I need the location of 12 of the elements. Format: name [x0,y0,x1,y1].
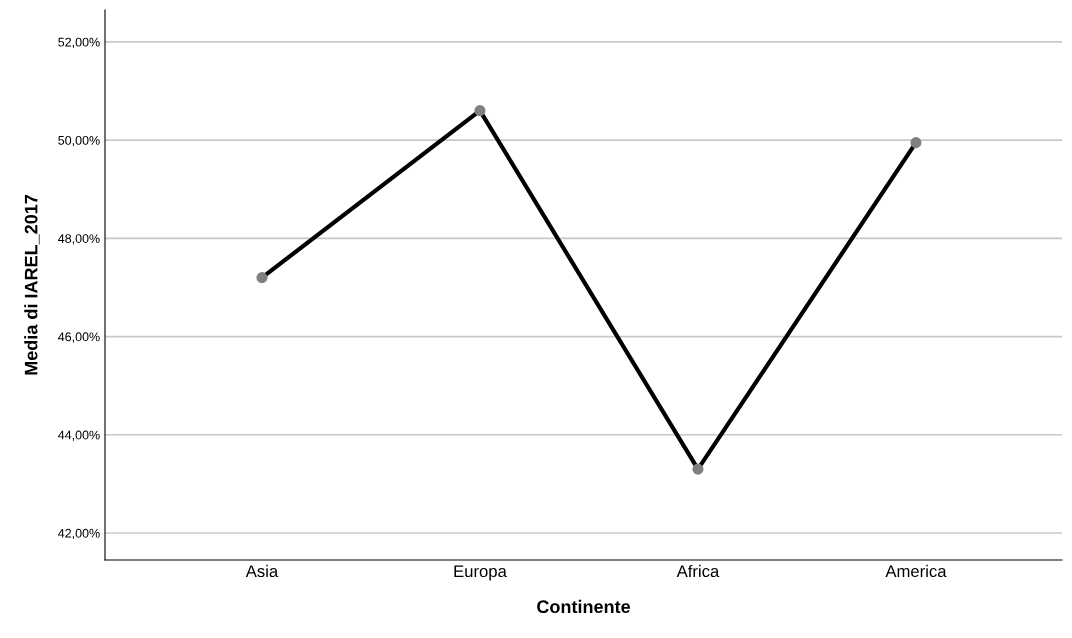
x-tick-label: Europa [454,565,507,581]
x-tick-label: Africa [676,564,720,578]
y-tick-label: 50,00% [58,135,100,147]
x-tick-label: Asia [245,564,279,578]
y-tick-label: 48,00% [58,234,100,245]
y-tick-label: 52,00% [58,37,100,49]
y-tick-label: 46,00% [58,332,100,343]
y-tick-label: 44,00% [58,430,100,441]
x-axis-title: Continente [537,599,631,614]
y-axis-title: Media di IAREL_2017 [24,194,40,375]
y-tick-label: 42,00% [58,528,100,540]
x-tick-label: America [885,564,947,578]
